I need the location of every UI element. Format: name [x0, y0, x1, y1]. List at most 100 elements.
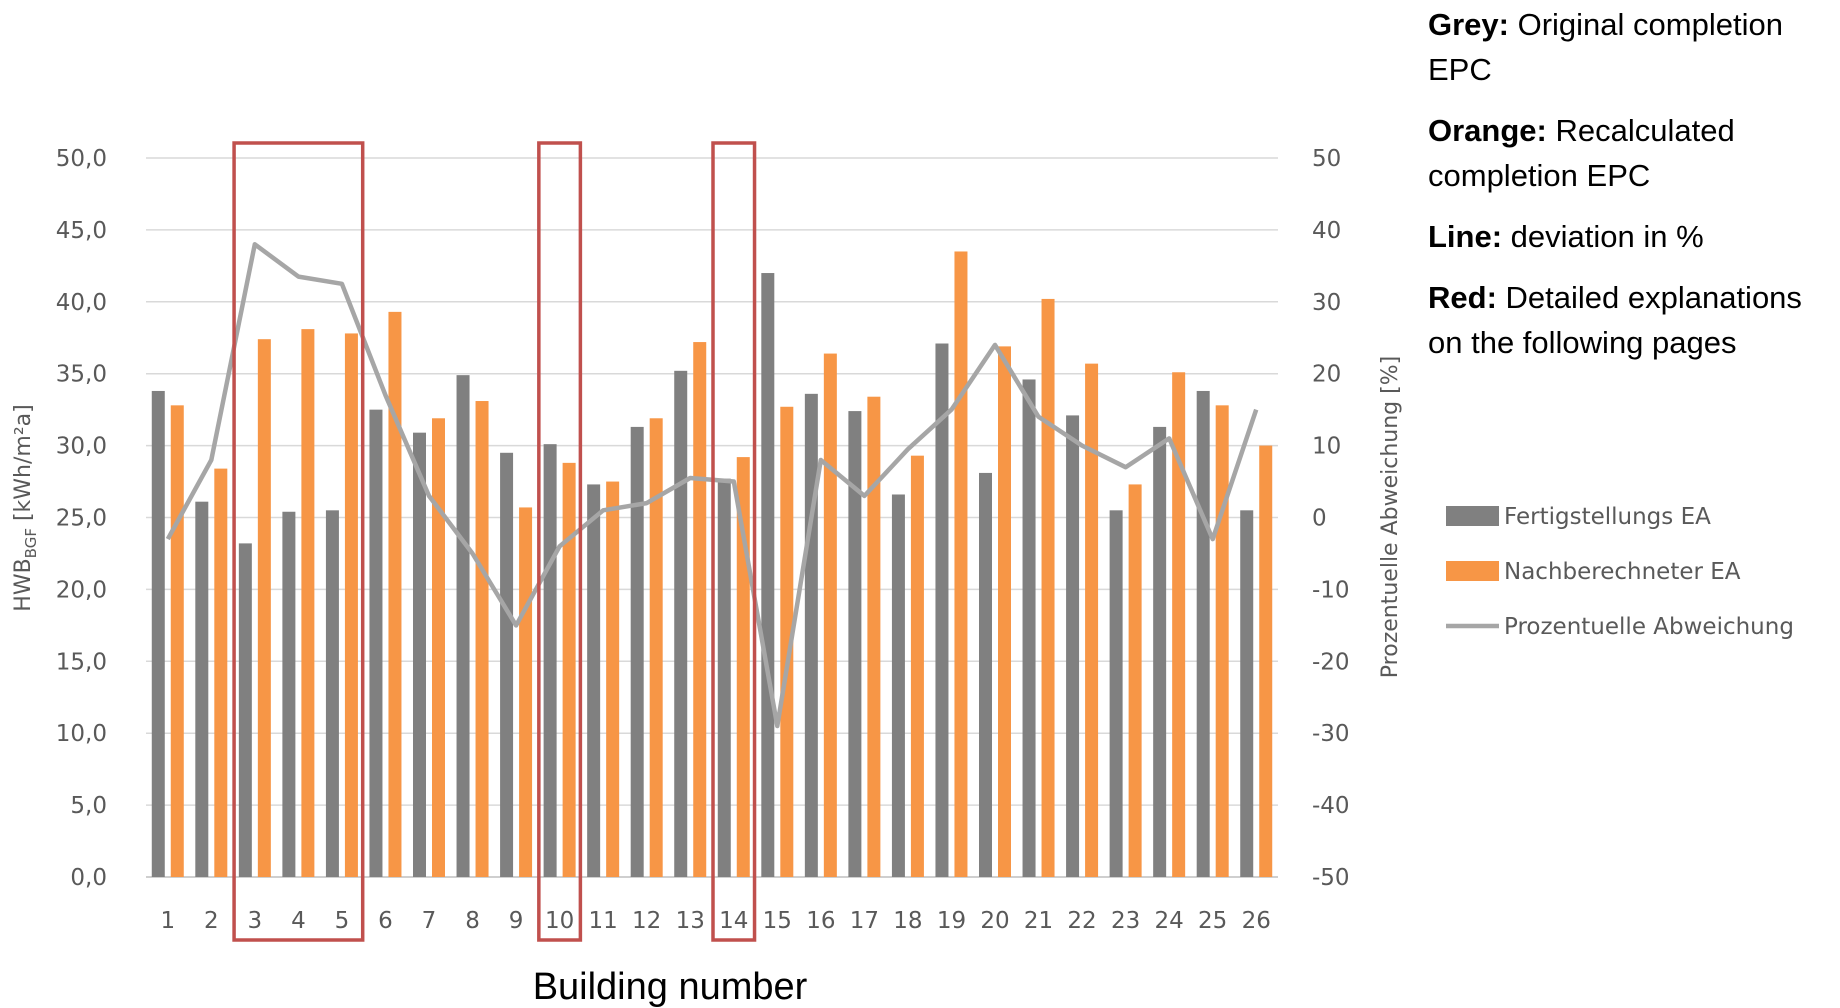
bar-nachberechneter-ea [954, 251, 968, 878]
annotation-note: Red: Detailed explanations on the follow… [1428, 275, 1838, 365]
y2-tick-label: -40 [1312, 793, 1350, 819]
x-tick-label: 22 [1067, 908, 1096, 934]
legend-label: Prozentuelle Abweichung [1504, 614, 1794, 640]
bar-fertigstellungs-ea [1066, 415, 1080, 877]
y-tick-label: 50,0 [56, 146, 107, 172]
bar-nachberechneter-ea [823, 353, 837, 877]
annotation-notes: Grey: Original completion EPC Orange: Rec… [1428, 2, 1838, 381]
bar-fertigstellungs-ea [151, 390, 165, 877]
x-tick-label: 15 [763, 908, 792, 934]
annotation-note-text: Detailed explanations on the following p… [1428, 280, 1802, 360]
bar-fertigstellungs-ea [195, 501, 209, 877]
y-axis-title: HWBBGF [kWh/m²a] [11, 404, 40, 611]
y-tick-label: 20,0 [56, 577, 107, 603]
x-tick-label: 9 [509, 908, 524, 934]
bar-fertigstellungs-ea [1109, 510, 1123, 877]
x-tick-label: 11 [589, 908, 618, 934]
bar-fertigstellungs-ea [325, 510, 339, 877]
x-tick-label: 24 [1155, 908, 1184, 934]
bar-nachberechneter-ea [693, 342, 707, 878]
x-tick-label: 5 [335, 908, 350, 934]
bar-nachberechneter-ea [649, 418, 663, 877]
y-tick-label: 45,0 [56, 218, 107, 244]
x-tick-label: 4 [291, 908, 306, 934]
annotation-note-text: Recalculated completion EPC [1428, 113, 1735, 193]
legend-swatch-nachberechneter-ea [1446, 561, 1499, 581]
y2-tick-label: 0 [1312, 506, 1327, 532]
bar-fertigstellungs-ea [413, 432, 426, 877]
bar-nachberechneter-ea [606, 481, 620, 877]
bar-fertigstellungs-ea [891, 494, 905, 877]
bar-nachberechneter-ea [1085, 363, 1099, 877]
x-tick-label: 21 [1024, 908, 1053, 934]
y2-tick-label: -30 [1312, 721, 1350, 747]
x-tick-label: 26 [1242, 908, 1271, 934]
x-ticks: 1 2 3 4 5 6 7 8 9 10 11 12 13 14 15 16 17 18 19 20 21 22 23 24 2… [160, 908, 1270, 934]
y-tick-label: 15,0 [56, 649, 107, 675]
y2-axis-title: Prozentuelle Abweichung [%] [1378, 356, 1403, 678]
y-tick-label: 35,0 [56, 362, 107, 388]
bar-fertigstellungs-ea [238, 543, 252, 877]
bar-nachberechneter-ea [910, 455, 924, 877]
x-tick-label: 3 [248, 908, 263, 934]
y2-tick-label: 20 [1312, 362, 1341, 388]
y2-tick-label: -10 [1312, 577, 1350, 603]
secondary-y-ticks: -50 -40 -30 -20 -10 0 10 20 30 40 50 [1312, 146, 1350, 891]
x-tick-label: 8 [465, 908, 480, 934]
highlight-boxes [232, 141, 757, 942]
bars [151, 251, 1273, 878]
bar-fertigstellungs-ea [1196, 390, 1210, 877]
bar-fertigstellungs-ea [1022, 379, 1036, 877]
bar-fertigstellungs-ea [848, 411, 862, 877]
x-tick-label: 18 [893, 908, 922, 934]
x-tick-label: 2 [204, 908, 219, 934]
bar-fertigstellungs-ea [979, 472, 992, 877]
x-tick-label: 17 [850, 908, 879, 934]
primary-y-ticks: 0,0 5,0 10,0 15,0 20,0 25,0 30,0 35,0 40,0 45,0 50… [56, 146, 107, 891]
bar-nachberechneter-ea [1041, 298, 1055, 877]
bar-fertigstellungs-ea [804, 393, 818, 877]
x-tick-label: 10 [545, 908, 574, 934]
y-tick-label: 5,0 [70, 793, 107, 819]
x-tick-label: 13 [676, 908, 705, 934]
bar-nachberechneter-ea [257, 339, 271, 877]
y2-tick-label: 50 [1312, 146, 1341, 172]
x-tick-label: 16 [806, 908, 835, 934]
legend-label: Nachberechneter EA [1504, 559, 1741, 585]
bar-fertigstellungs-ea [500, 452, 514, 877]
annotation-note-text: Original completion EPC [1428, 7, 1783, 87]
bar-fertigstellungs-ea [761, 273, 775, 877]
annotation-note-text: deviation in % [1502, 219, 1704, 254]
bar-fertigstellungs-ea [674, 370, 688, 877]
legend-label: Fertigstellungs EA [1504, 504, 1711, 530]
bar-nachberechneter-ea [432, 418, 445, 877]
x-tick-label: 12 [632, 908, 661, 934]
y-tick-label: 40,0 [56, 290, 107, 316]
bar-fertigstellungs-ea [717, 478, 731, 877]
bar-fertigstellungs-ea [543, 444, 557, 877]
y2-tick-label: -20 [1312, 649, 1350, 675]
bar-nachberechneter-ea [1215, 405, 1229, 877]
annotation-note-label: Line: [1428, 219, 1503, 254]
bar-nachberechneter-ea [214, 468, 228, 877]
y-tick-label: 30,0 [56, 434, 107, 460]
bar-fertigstellungs-ea [630, 426, 644, 877]
x-tick-label: 23 [1111, 908, 1140, 934]
annotation-note-label: Red: [1428, 280, 1497, 315]
x-tick-label: 14 [719, 908, 748, 934]
bar-nachberechneter-ea [301, 329, 315, 877]
bar-nachberechneter-ea [1128, 484, 1142, 877]
y-tick-label: 10,0 [56, 721, 107, 747]
x-tick-label: 20 [980, 908, 1009, 934]
bar-fertigstellungs-ea [1240, 510, 1254, 877]
y2-tick-label: 30 [1312, 290, 1341, 316]
bar-nachberechneter-ea [998, 346, 1011, 877]
bar-nachberechneter-ea [475, 401, 489, 877]
x-tick-label: 25 [1198, 908, 1227, 934]
x-axis-title: Building number [533, 966, 808, 1008]
bar-nachberechneter-ea [170, 405, 184, 877]
bar-nachberechneter-ea [562, 462, 576, 877]
bar-fertigstellungs-ea [1153, 426, 1167, 877]
annotation-note: Line: deviation in % [1428, 214, 1838, 259]
